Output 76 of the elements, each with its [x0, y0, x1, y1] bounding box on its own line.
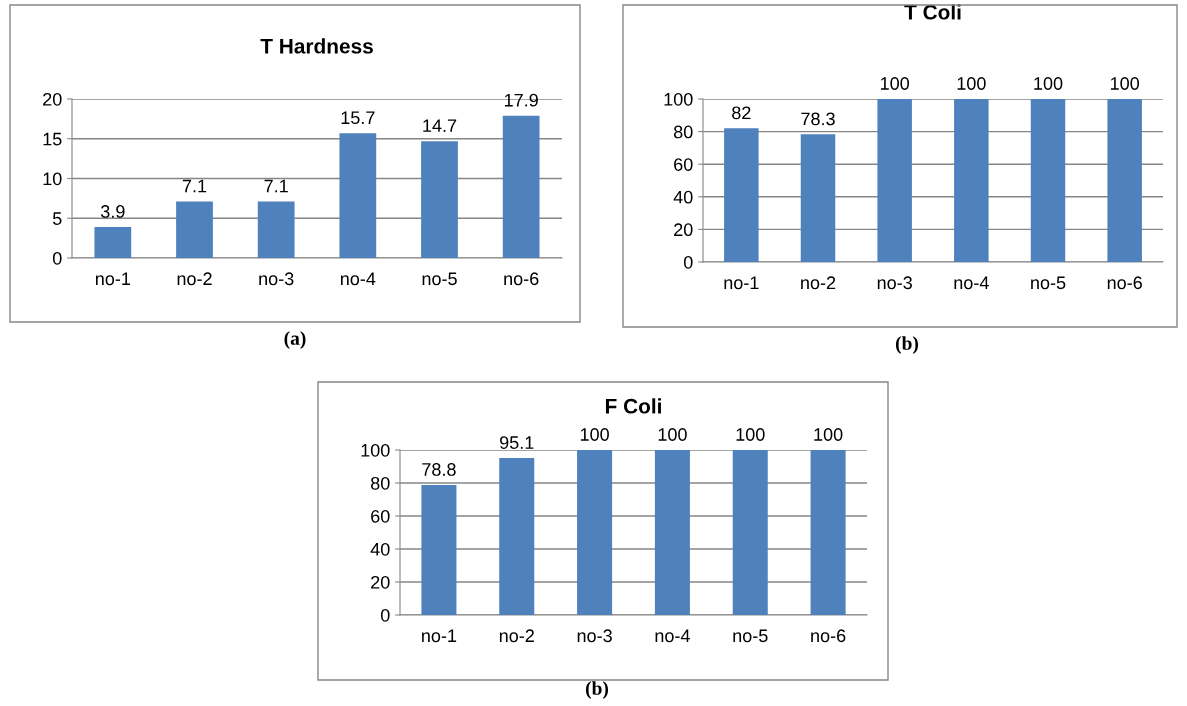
x-tick-label: no-4	[655, 629, 690, 643]
y-tick-label: 20	[371, 575, 390, 589]
data-label: 7.1	[264, 179, 288, 193]
x-tick-label: no-5	[733, 629, 768, 643]
bar	[877, 99, 912, 262]
bar	[577, 450, 613, 615]
x-tick-label: no-3	[259, 272, 294, 286]
bar	[1030, 99, 1066, 262]
x-tick-label: no-4	[340, 272, 376, 286]
x-tick-label: no-5	[1031, 276, 1066, 290]
y-tick-label: 60	[674, 158, 693, 171]
data-label: 100	[580, 428, 609, 441]
data-label: 100	[957, 77, 986, 90]
y-tick-label: 5	[52, 212, 62, 225]
data-label: 78.3	[801, 112, 835, 126]
data-label: 17.9	[504, 93, 538, 107]
x-tick-label: no-1	[724, 276, 759, 290]
x-tick-label: no-2	[499, 629, 534, 643]
text: (b)	[585, 681, 609, 699]
bar	[732, 450, 768, 615]
data-label: 3.9	[100, 205, 125, 218]
data-label: 78.8	[422, 463, 456, 476]
bar	[94, 226, 132, 258]
bar	[724, 128, 759, 262]
bar	[800, 134, 836, 262]
x-tick-label: no-1	[95, 272, 131, 286]
y-tick-label: 100	[361, 443, 390, 457]
data-label: 95.1	[500, 436, 534, 449]
x-tick-label: no-3	[577, 629, 612, 643]
data-label: 82	[732, 106, 751, 120]
chart-title: F Coli	[605, 398, 661, 414]
y-tick-label: 15	[43, 132, 62, 146]
bar	[339, 133, 377, 258]
y-tick-label: 0	[683, 255, 693, 269]
y-tick-label: 80	[673, 125, 693, 139]
data-label: 100	[880, 77, 910, 90]
data-label: 100	[1110, 77, 1140, 90]
data-label: 15.7	[341, 111, 375, 125]
x-tick-label: no-6	[504, 272, 539, 286]
bar	[502, 115, 540, 258]
x-tick-label: no-1	[422, 629, 457, 643]
bar	[257, 201, 295, 258]
bar	[1107, 99, 1142, 262]
x-tick-label: no-5	[422, 272, 457, 286]
x-tick-label: no-3	[877, 276, 912, 290]
text: (a)	[284, 331, 306, 349]
y-tick-label: 80	[370, 476, 390, 490]
y-tick-label: 40	[370, 542, 390, 556]
y-tick-label: 20	[43, 92, 62, 106]
y-tick-label: 60	[371, 509, 390, 523]
bar	[654, 450, 690, 615]
y-tick-label: 20	[674, 223, 693, 237]
data-label: 100	[736, 428, 765, 441]
y-tick-label: 40	[673, 190, 693, 204]
bar	[810, 450, 846, 615]
y-tick-label: 0	[52, 251, 62, 265]
x-tick-label: no-2	[801, 276, 836, 290]
bar	[954, 99, 989, 262]
bar	[421, 141, 458, 258]
data-label: 14.7	[423, 119, 457, 132]
x-tick-label: no-2	[177, 272, 212, 286]
chart-title: T Hardness	[260, 38, 373, 54]
data-label: 100	[1034, 77, 1063, 90]
y-tick-label: 10	[43, 172, 62, 186]
data-label: 7.1	[182, 179, 207, 193]
y-tick-label: 0	[380, 608, 390, 622]
bar	[421, 484, 457, 615]
chart-title: T Coli	[904, 4, 961, 20]
y-tick-label: 100	[664, 92, 693, 106]
data-label: 100	[814, 428, 843, 441]
bar	[499, 458, 535, 615]
text: (b)	[895, 336, 919, 354]
bar	[176, 201, 213, 258]
x-tick-label: no-6	[1107, 276, 1142, 290]
x-tick-label: no-4	[954, 276, 989, 290]
x-tick-label: no-6	[811, 629, 846, 643]
